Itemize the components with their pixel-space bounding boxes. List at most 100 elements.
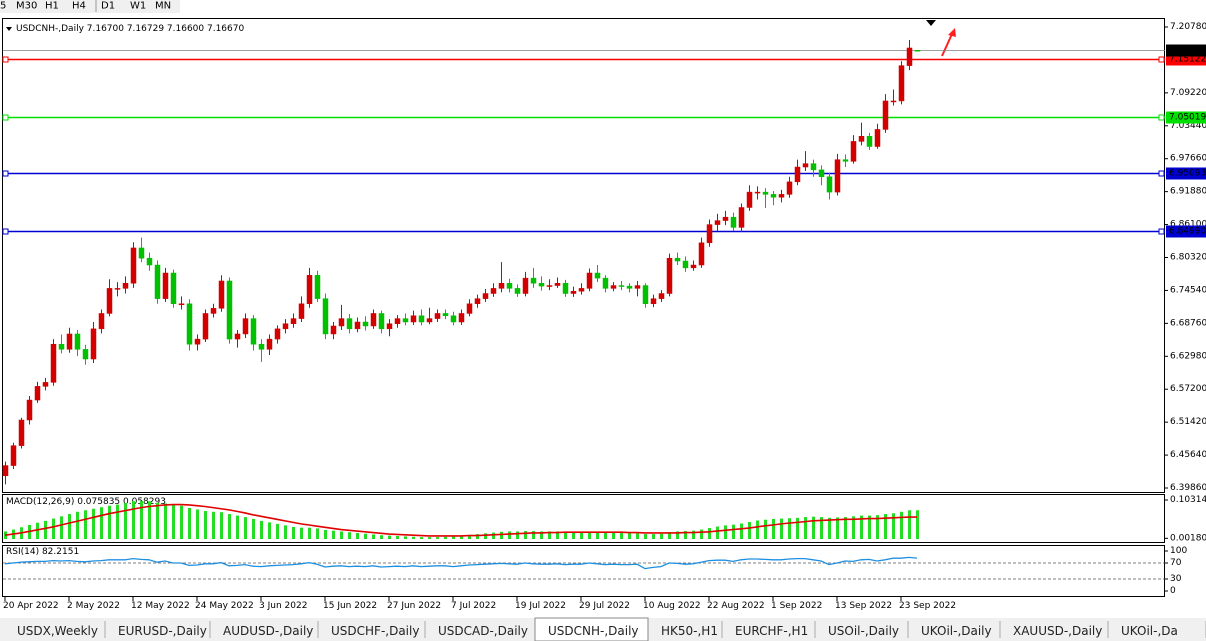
timeframe-button[interactable]: H1 [45, 1, 59, 12]
price-label-box [1166, 44, 1206, 57]
timeframe-button[interactable]: MN [155, 1, 171, 12]
macd-bar [692, 530, 695, 540]
x-tick-label: 7 Jul 2022 [451, 601, 496, 611]
tab-label[interactable]: USDCAD-,Daily [438, 624, 528, 638]
macd-bar [612, 532, 615, 540]
candle-body [18, 419, 25, 446]
macd-bar [796, 517, 799, 540]
candle-body [914, 49, 921, 52]
macd-bar [892, 513, 895, 540]
tab-label[interactable]: HK50-,H1 [661, 624, 718, 638]
candle-body [762, 191, 769, 195]
candle-body [298, 303, 305, 319]
x-tick-label: 22 Aug 2022 [707, 601, 765, 611]
y-tick-label: 100 [1170, 546, 1187, 556]
shift-marker [926, 20, 936, 26]
tab-label[interactable]: UKOil-,Daily [921, 624, 992, 638]
macd-bar [44, 520, 47, 540]
tab-label[interactable]: EURCHF-,H1 [735, 624, 808, 638]
macd-bar [500, 531, 503, 540]
macd-bar [132, 501, 135, 540]
macd-bar [60, 516, 63, 540]
timeframe-button[interactable]: M30 [16, 1, 37, 12]
candle-body [250, 318, 257, 345]
candle-body [82, 349, 89, 360]
timeframe-button[interactable]: D1 [101, 1, 115, 12]
tab-label[interactable]: USDX,Weekly [17, 624, 98, 638]
red-arrow [941, 33, 953, 57]
macd-bar [844, 517, 847, 540]
candle-body [626, 285, 633, 289]
candle-body [506, 283, 513, 289]
timeframe-button[interactable]: 5 [0, 1, 6, 12]
macd-bar [812, 516, 815, 540]
macd-bar [412, 536, 415, 540]
tab: USDCAD-,Daily [438, 621, 536, 638]
y-tick-label: 6.91880 [1170, 187, 1206, 197]
tab-label[interactable]: AUDUSD-,Daily [223, 624, 313, 638]
candle-body [738, 207, 745, 228]
candle-body [106, 288, 113, 314]
tab-label[interactable]: USDCHF-,Daily [331, 624, 419, 638]
candle-body [322, 298, 329, 335]
candle-body [706, 224, 713, 244]
candle-body [2, 465, 9, 477]
candle-body [346, 318, 353, 330]
macd-bar [716, 526, 719, 540]
candle-body [162, 272, 169, 299]
macd-bar [556, 531, 559, 540]
macd-bar [756, 520, 759, 540]
level-label: 6.84990 [1169, 227, 1206, 237]
timeframe-button[interactable]: W1 [130, 1, 146, 12]
tab-label[interactable]: USOil-,Daily [828, 624, 899, 638]
x-tick-label: 10 Aug 2022 [643, 601, 701, 611]
candle-body [818, 169, 825, 177]
macd-bar [820, 517, 823, 540]
x-tick-label: 1 Sep 2022 [771, 601, 822, 611]
macd-bar [588, 532, 591, 540]
macd-bar [252, 518, 255, 540]
candle-body [650, 298, 657, 305]
tab-label[interactable]: XAUUSD-,Daily [1013, 624, 1102, 638]
x-tick-label: 29 Jul 2022 [579, 601, 630, 611]
tab-label[interactable]: USDCNH-,Daily [548, 624, 639, 638]
macd-bar [172, 504, 175, 540]
active-tab-bg [534, 617, 649, 641]
tab-label[interactable]: EURUSD-,Daily [118, 624, 207, 638]
macd-bar [52, 518, 55, 540]
level-handle [2, 228, 9, 235]
candle-body [10, 445, 17, 466]
rsi-line [4, 556, 918, 570]
macd-bar [628, 532, 631, 540]
timeframe-button[interactable]: H4 [72, 1, 86, 12]
candle-body [402, 318, 409, 323]
macd-bar [276, 523, 279, 540]
macd-bar [388, 535, 391, 540]
candle-body [786, 181, 793, 195]
tab: USDCNH-,Daily [534, 617, 649, 641]
macd-bar [700, 529, 703, 540]
macd-bar [484, 533, 487, 540]
candle-body [850, 141, 857, 162]
toolbar [0, 0, 180, 13]
macd-bar [420, 537, 423, 540]
candle-body [474, 298, 481, 305]
candle-body [354, 321, 361, 330]
x-tick-label: 23 Sep 2022 [899, 601, 956, 611]
candle-body [802, 163, 809, 168]
candle-body [570, 290, 577, 294]
macd-bar [452, 536, 455, 540]
candle-body [890, 100, 897, 103]
macd-bar [92, 508, 95, 540]
candle-body [242, 318, 249, 335]
candle-body [578, 288, 585, 292]
candle-body [482, 293, 489, 299]
tab-label[interactable]: UKOil-,Da [1121, 624, 1178, 638]
candle-body [698, 242, 705, 266]
candle-body [114, 288, 121, 290]
macd-bar [676, 531, 679, 540]
level-label: 7.15122 [1169, 55, 1206, 65]
macd-bar [708, 528, 711, 540]
candle-body [58, 343, 65, 350]
candle-body [690, 264, 697, 269]
